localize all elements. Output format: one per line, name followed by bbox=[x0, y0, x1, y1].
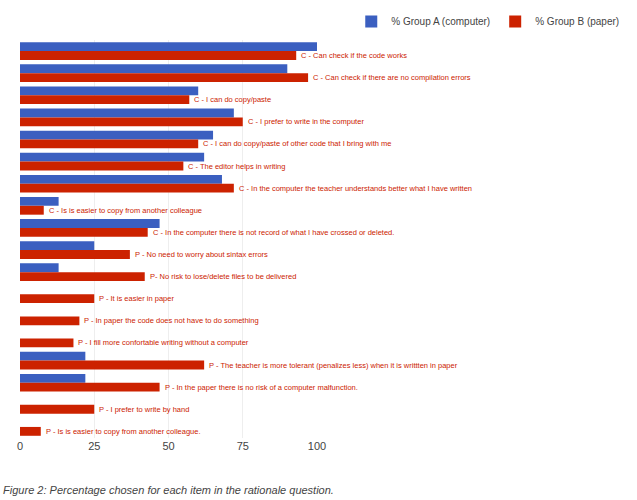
svg-text:C - I can do copy/paste: C - I can do copy/paste bbox=[194, 95, 271, 104]
svg-text:C - Is is easier to copy from: C - Is is easier to copy from another co… bbox=[49, 206, 202, 215]
svg-text:P - In the paper there is no r: P - In the paper there is no risk of a c… bbox=[165, 383, 358, 392]
svg-text:P - It is easier in paper: P - It is easier in paper bbox=[99, 294, 174, 303]
svg-text:100: 100 bbox=[308, 440, 326, 452]
svg-text:P - Is is easier to copy from: P - Is is easier to copy from another co… bbox=[46, 427, 201, 436]
svg-text:% Group A (computer): % Group A (computer) bbox=[391, 16, 490, 27]
svg-text:C - The editor helps in writin: C - The editor helps in writing bbox=[188, 162, 285, 171]
svg-text:C - In the computer there is n: C - In the computer there is not record … bbox=[153, 228, 394, 237]
svg-text:50: 50 bbox=[162, 440, 174, 452]
svg-text:P - No need to worry about sin: P - No need to worry about sintax errors bbox=[135, 250, 268, 259]
svg-text:C - In the computer the teache: C - In the computer the teacher understa… bbox=[239, 184, 472, 193]
svg-text:Figure 2: Percentage chosen fo: Figure 2: Percentage chosen for each ite… bbox=[3, 484, 334, 496]
svg-text:C - Can check if the code work: C - Can check if the code works bbox=[301, 51, 407, 60]
svg-text:0: 0 bbox=[17, 440, 23, 452]
svg-text:P- No risk to lose/delete file: P- No risk to lose/delete files to be de… bbox=[150, 272, 296, 281]
svg-text:P - I prefer to write by hand: P - I prefer to write by hand bbox=[99, 405, 189, 414]
svg-text:P - The teacher is more tolera: P - The teacher is more tolerant (penali… bbox=[209, 361, 458, 370]
svg-text:25: 25 bbox=[88, 440, 100, 452]
svg-text:P - In paper the code does not: P - In paper the code does not have to d… bbox=[84, 316, 259, 325]
svg-text:% Group B (paper): % Group B (paper) bbox=[535, 16, 619, 27]
svg-text:C - Can check if there are no: C - Can check if there are no compilatio… bbox=[313, 73, 471, 82]
svg-text:75: 75 bbox=[237, 440, 249, 452]
svg-text:C - I can do copy/paste of oth: C - I can do copy/paste of other code th… bbox=[203, 139, 391, 148]
svg-text:C - I prefer to write in the c: C - I prefer to write in the computer bbox=[248, 117, 364, 126]
svg-text:P - I fill more confortable wr: P - I fill more confortable writing with… bbox=[78, 338, 249, 347]
